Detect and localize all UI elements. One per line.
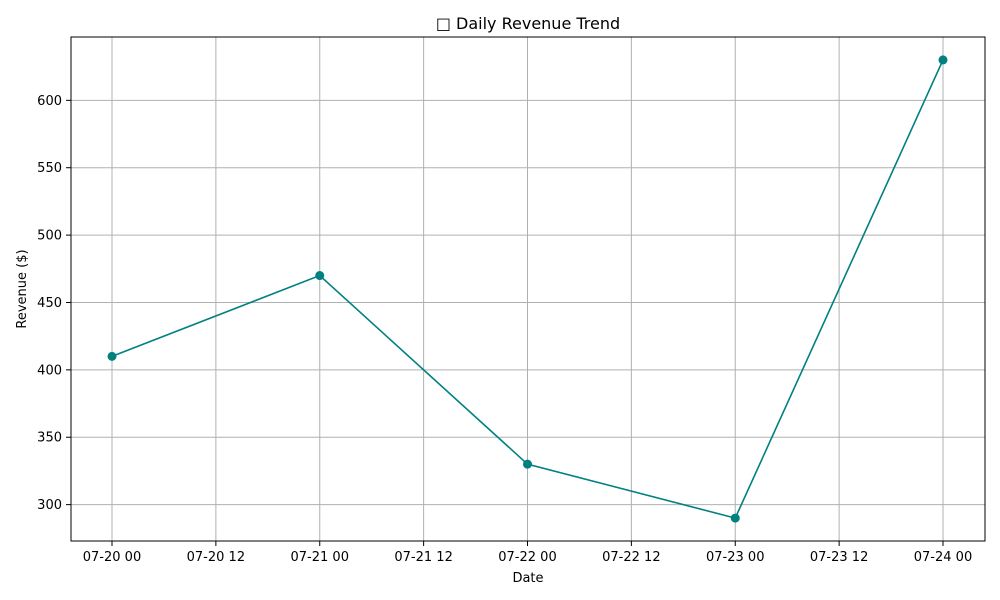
y-tick-label: 400 (37, 363, 62, 378)
x-tick-label: 07-22 00 (498, 550, 556, 565)
y-tick-label: 500 (37, 229, 62, 244)
y-tick-label: 550 (37, 161, 62, 176)
axis-ticks: 07-20 00 07-20 12 07-21 00 07-21 12 07-22 00… (37, 94, 972, 565)
x-tick-label: 07-21 00 (291, 550, 349, 565)
y-tick-label: 350 (37, 431, 62, 446)
x-tick-label: 07-20 12 (187, 550, 245, 565)
x-tick-label: 07-21 12 (394, 550, 452, 565)
x-tick-label: 07-20 00 (83, 550, 141, 565)
data-point (315, 271, 325, 281)
plot-frame (70, 36, 986, 542)
y-tick-label: 600 (37, 94, 62, 109)
data-point (107, 351, 117, 361)
x-tick-label: 07-24 00 (914, 550, 972, 565)
x-tick-label: 07-22 12 (602, 550, 660, 565)
y-tick-label: 450 (37, 296, 62, 311)
x-tick-label: 07-23 12 (810, 550, 868, 565)
data-point (938, 55, 948, 65)
y-tick-label: 300 (37, 498, 62, 513)
series-layer (107, 55, 948, 523)
chart-title: □ Daily Revenue Trend (436, 14, 620, 33)
data-point (730, 513, 740, 523)
x-axis-label: Date (512, 571, 543, 586)
y-axis-label: Revenue ($) (15, 249, 30, 328)
x-tick-label: 07-23 00 (706, 550, 764, 565)
data-point (523, 459, 532, 469)
